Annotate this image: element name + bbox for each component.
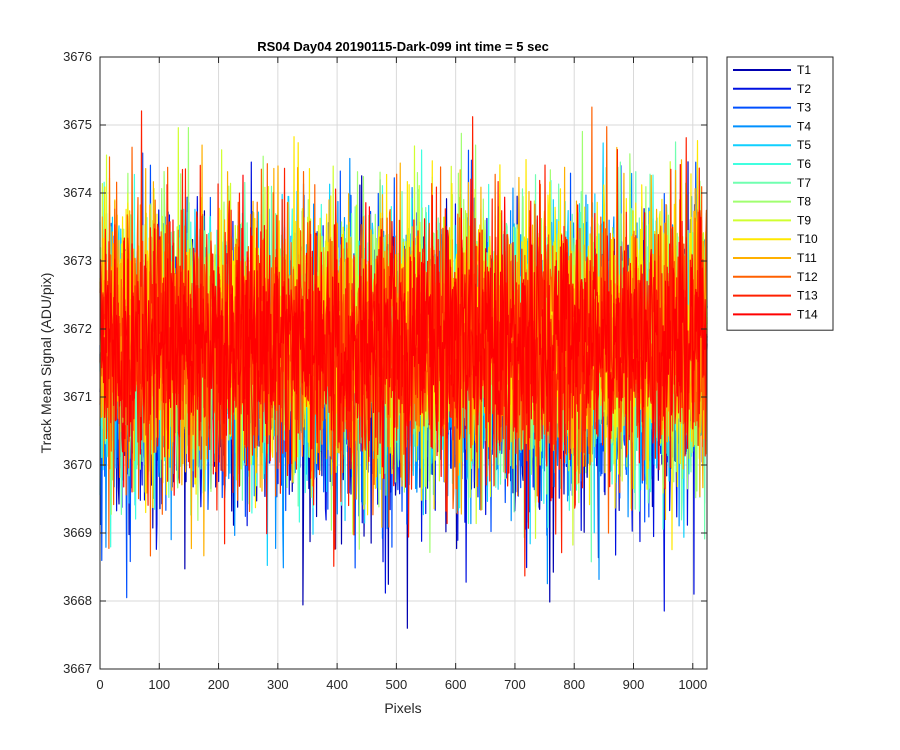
y-tick-label: 3676 xyxy=(63,49,92,64)
y-tick-label: 3667 xyxy=(63,661,92,676)
x-tick-label: 100 xyxy=(148,677,170,692)
x-tick-label: 1000 xyxy=(678,677,707,692)
legend-label: T10 xyxy=(797,232,818,246)
y-tick-label: 3672 xyxy=(63,321,92,336)
y-axis: 3667 3668 3669 3670 3671 3672 3673 3674 3675 3676 xyxy=(63,49,707,676)
legend-label: T5 xyxy=(797,138,811,152)
series-layer xyxy=(99,106,708,629)
legend-label: T8 xyxy=(797,195,811,209)
x-tick-label: 700 xyxy=(504,677,526,692)
x-tick-label: 900 xyxy=(623,677,645,692)
x-tick-label: 300 xyxy=(267,677,289,692)
y-tick-label: 3669 xyxy=(63,525,92,540)
x-tick-label: 800 xyxy=(563,677,585,692)
x-tick-label: 400 xyxy=(326,677,348,692)
series-line-t14 xyxy=(99,164,708,535)
y-tick-label: 3670 xyxy=(63,457,92,472)
legend-label: T9 xyxy=(797,213,811,227)
x-tick-label: 0 xyxy=(96,677,103,692)
x-axis: 0 100 200 300 400 500 600 700 800 900 1000 xyxy=(96,57,707,692)
legend-label: T13 xyxy=(797,289,818,303)
x-tick-label: 200 xyxy=(208,677,230,692)
plot-frame xyxy=(99,56,708,670)
legend-label: T3 xyxy=(797,101,811,115)
x-axis-label: Pixels xyxy=(384,700,421,716)
legend-label: T14 xyxy=(797,307,818,321)
x-tick-label: 600 xyxy=(445,677,467,692)
legend-box xyxy=(726,56,834,331)
y-tick-label: 3674 xyxy=(63,185,92,200)
y-tick-label: 3668 xyxy=(63,593,92,608)
legend-label: T1 xyxy=(797,63,811,77)
y-tick-label: 3671 xyxy=(63,389,92,404)
y-axis-label: Track Mean Signal (ADU/pix) xyxy=(38,273,54,454)
chart-title: RS04 Day04 20190115-Dark-099 int time = … xyxy=(257,39,549,54)
legend-label: T7 xyxy=(797,176,811,190)
series-line-t13 xyxy=(99,110,708,577)
y-tick-label: 3675 xyxy=(63,117,92,132)
legend-label: T6 xyxy=(797,157,811,171)
legend-label: T4 xyxy=(797,119,811,133)
x-tick-label: 500 xyxy=(386,677,408,692)
legend-label: T12 xyxy=(797,270,818,284)
legend: T1 T2 T3 T4 T5 T6 T7 T8 T9 T10 T11 T12 T13 T14 xyxy=(726,56,834,331)
legend-label: T2 xyxy=(797,82,811,96)
legend-label: T11 xyxy=(797,251,817,265)
y-tick-label: 3673 xyxy=(63,253,92,268)
